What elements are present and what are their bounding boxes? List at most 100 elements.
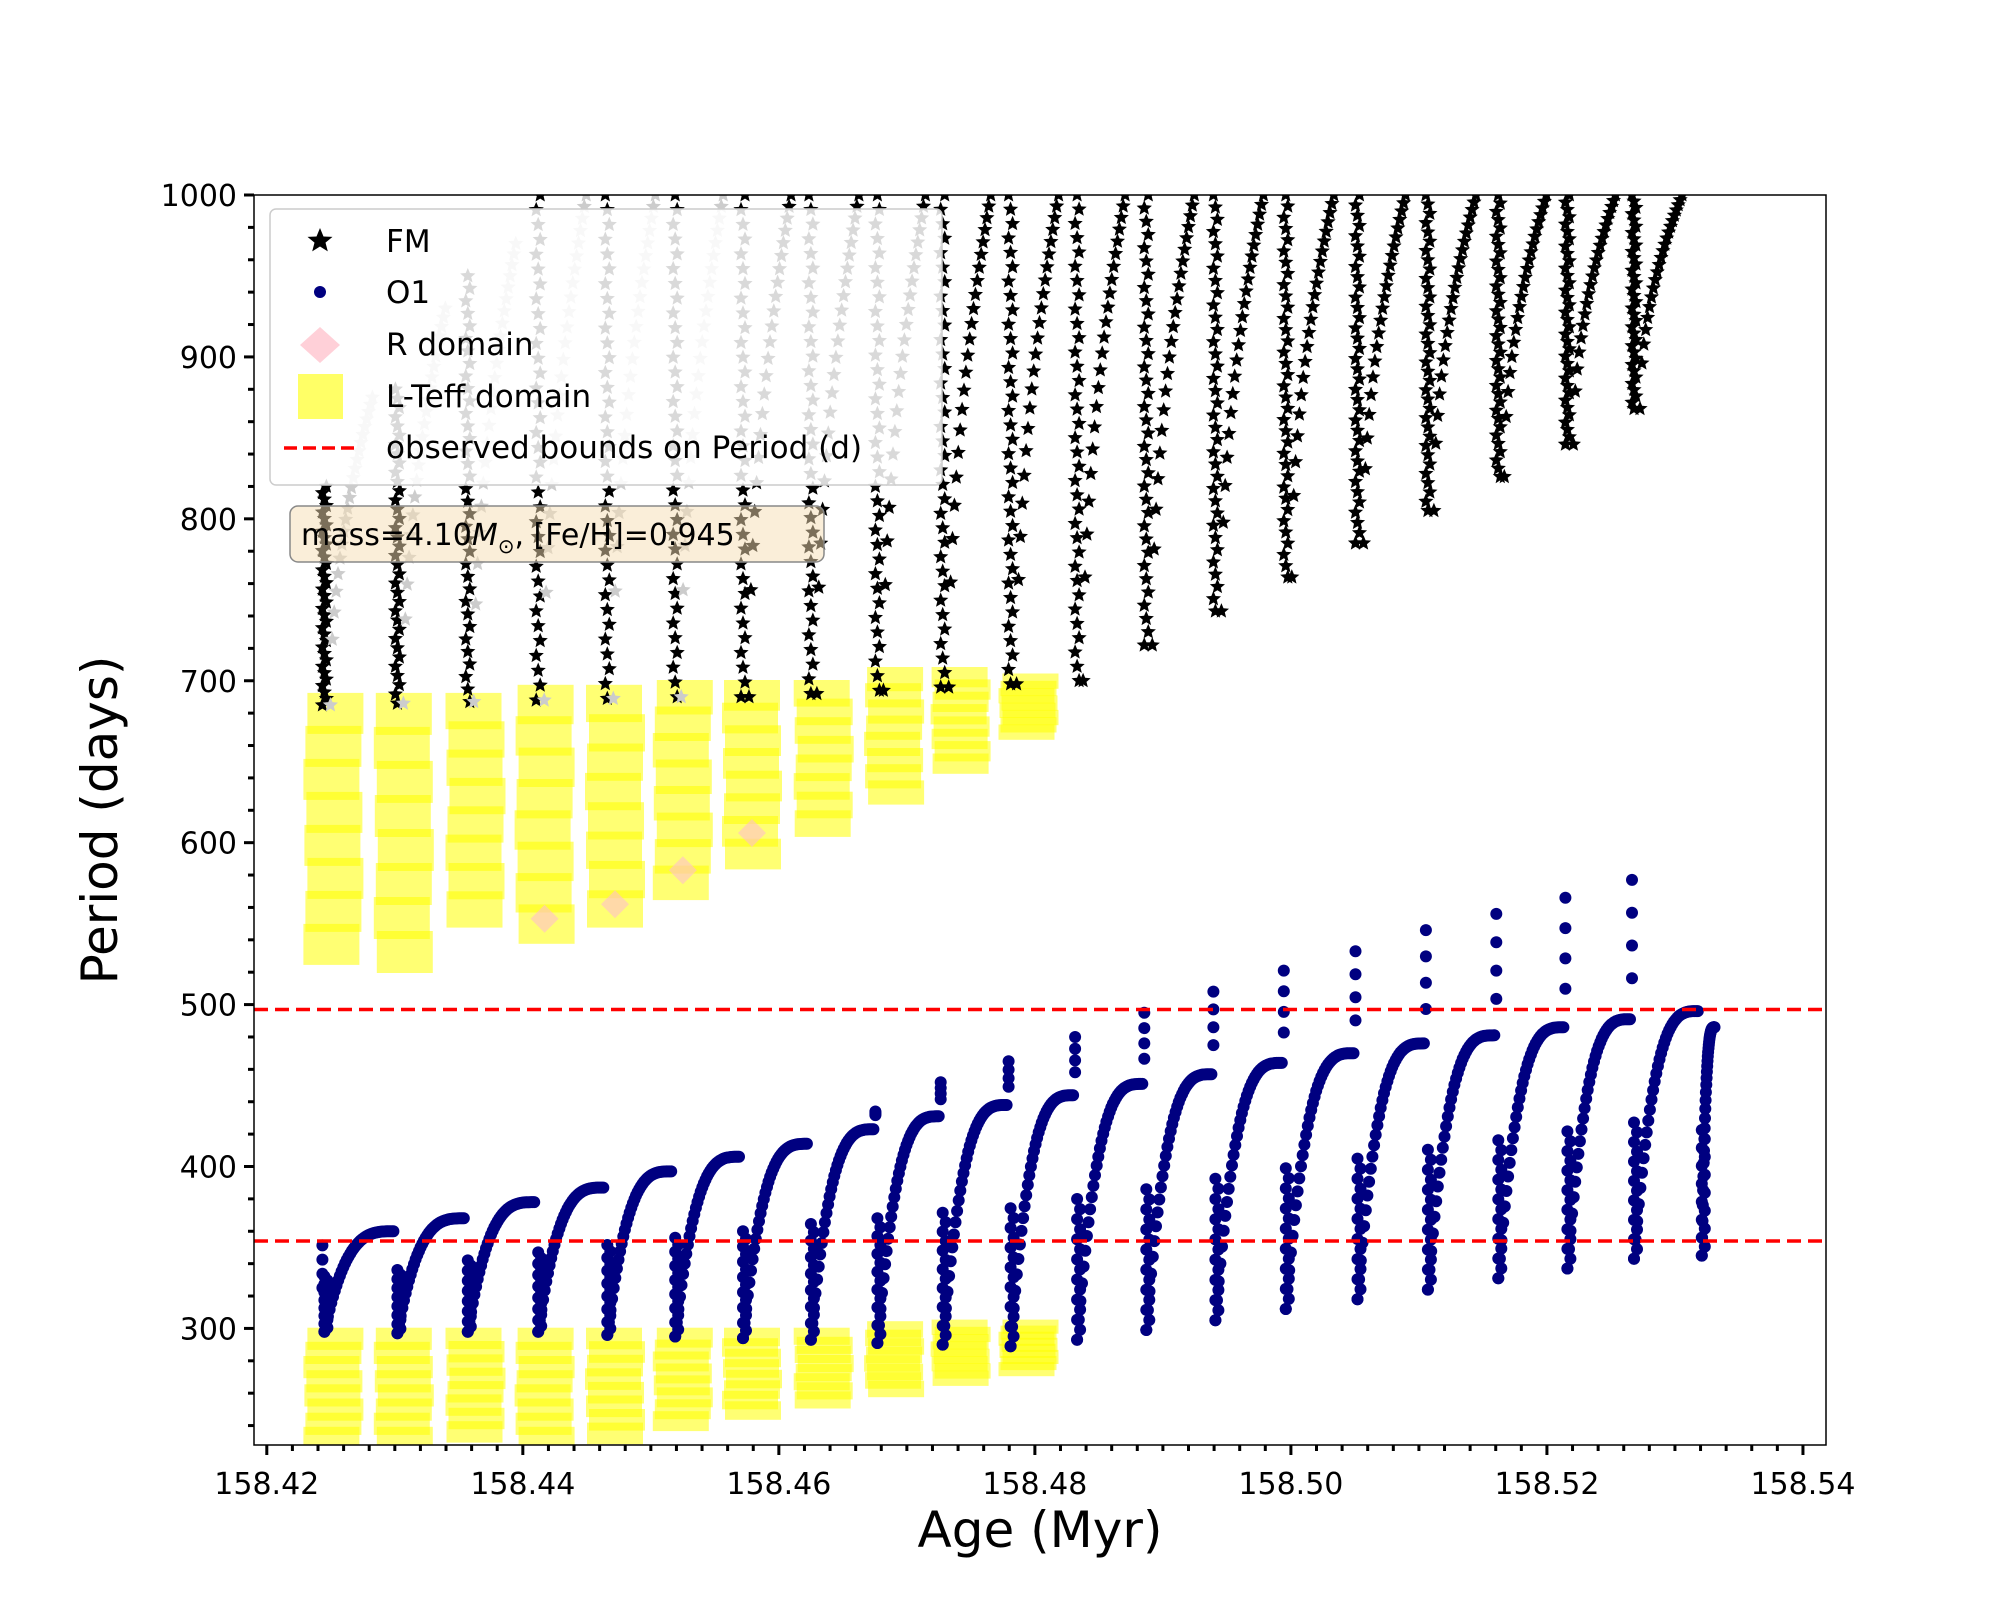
fm-point xyxy=(597,675,613,691)
fm-point xyxy=(1571,344,1587,359)
fm-point xyxy=(1598,217,1614,232)
o1-point xyxy=(1071,1193,1084,1205)
fm-point xyxy=(1012,528,1028,543)
fm-point xyxy=(1347,350,1364,366)
fm-point xyxy=(1400,195,1411,202)
fm-point xyxy=(1361,406,1377,421)
fm-point xyxy=(462,656,478,671)
fm-point xyxy=(1561,341,1577,356)
fm-point xyxy=(1229,352,1245,367)
fm-point xyxy=(867,653,883,668)
o1-point xyxy=(936,1206,949,1219)
fm-point xyxy=(737,585,753,601)
o1-point xyxy=(814,1248,827,1261)
fm-point xyxy=(458,480,474,496)
r-domain-point xyxy=(530,904,559,933)
fm-point xyxy=(1109,233,1126,248)
fm-point xyxy=(1000,445,1017,461)
fm-point xyxy=(1490,361,1506,376)
o1-point xyxy=(1298,1138,1311,1151)
fm-point xyxy=(599,646,615,661)
o1-point xyxy=(1071,1213,1084,1226)
o1-point xyxy=(1433,1166,1446,1179)
fm-point xyxy=(1626,195,1642,208)
fm-point xyxy=(1492,369,1508,384)
fm-point xyxy=(1559,311,1575,327)
o1-point xyxy=(1002,1080,1015,1093)
o1-point xyxy=(936,1244,949,1257)
fm-point xyxy=(1004,431,1021,446)
o1-point xyxy=(1351,1152,1364,1165)
fm-point xyxy=(1626,325,1642,340)
o1-point xyxy=(1074,1203,1087,1216)
o1-point xyxy=(461,1325,474,1338)
fm-point xyxy=(1422,456,1438,471)
fm-point xyxy=(962,331,978,346)
o1-point xyxy=(1080,1230,1093,1242)
fm-point xyxy=(1310,264,1327,279)
o1-point xyxy=(1440,1120,1453,1133)
fm-point xyxy=(1152,445,1168,460)
o1-point xyxy=(1148,1235,1161,1248)
fm-point xyxy=(1075,672,1091,688)
o1-point xyxy=(1279,1202,1292,1215)
fm-point xyxy=(1071,415,1087,431)
fm-point xyxy=(1136,240,1152,255)
o1-point xyxy=(871,1212,884,1225)
fm-point xyxy=(975,234,991,249)
fm-point xyxy=(1390,220,1406,235)
plot-frame xyxy=(253,194,1827,1446)
fm-point xyxy=(1205,333,1221,349)
fm-point xyxy=(1347,412,1364,427)
fm-point xyxy=(1557,195,1573,209)
o1-point xyxy=(532,1246,545,1259)
fm-point xyxy=(801,627,817,642)
fm-point xyxy=(1559,223,1575,239)
annotation-symbol: M xyxy=(472,518,498,553)
fm-point xyxy=(869,536,885,552)
fm-point xyxy=(330,565,346,581)
fm-point xyxy=(1351,217,1368,233)
fm-point xyxy=(391,593,407,609)
fm-point xyxy=(1557,282,1573,297)
fm-point xyxy=(1207,529,1223,545)
o1-point xyxy=(737,1332,749,1345)
fm-point xyxy=(1225,385,1241,401)
fm-point xyxy=(1138,531,1154,546)
o1-cycle xyxy=(804,1123,880,1346)
fm-point xyxy=(1626,249,1642,265)
fm-point xyxy=(1420,335,1436,351)
o1-point xyxy=(1363,1175,1376,1188)
fm-point xyxy=(1035,285,1051,301)
fm-point xyxy=(530,484,546,499)
o1-point xyxy=(1007,1330,1020,1343)
o1-point xyxy=(1282,1292,1295,1305)
fm-point xyxy=(1045,221,1061,236)
fm-point xyxy=(318,574,334,590)
o1-point xyxy=(804,1218,817,1230)
fm-point xyxy=(1067,301,1083,316)
o1-point xyxy=(882,1232,895,1245)
o1-point xyxy=(738,1317,751,1329)
fm-point xyxy=(1628,218,1644,233)
fm-point xyxy=(1420,252,1436,267)
fm-point xyxy=(1000,618,1017,633)
fm-point xyxy=(1111,221,1127,236)
o1-cycle xyxy=(1002,1055,1080,1353)
fm-point xyxy=(391,676,407,692)
fm-point xyxy=(1205,297,1221,312)
fm-point xyxy=(1559,421,1575,437)
o1-cycle xyxy=(1349,945,1430,1306)
fm-point xyxy=(1347,258,1364,274)
fm-point xyxy=(1347,535,1364,550)
o1-point xyxy=(601,1239,614,1251)
o1-point xyxy=(1626,939,1638,952)
fm-point xyxy=(1104,271,1120,287)
o1-point xyxy=(1369,1128,1382,1141)
l-teff-block xyxy=(793,680,854,837)
o1-point xyxy=(391,1327,404,1340)
fm-point xyxy=(1033,300,1049,315)
l-teff-block xyxy=(373,1327,434,1445)
legend: FM O1 R domain L-Teff domain observed bo… xyxy=(269,208,943,486)
